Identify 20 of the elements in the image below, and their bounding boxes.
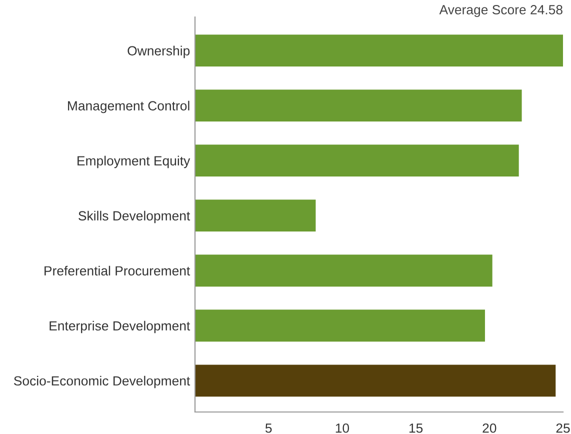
- bar: [195, 90, 522, 122]
- y-tick-label: Socio-Economic Development: [14, 376, 190, 388]
- bar: [195, 34, 563, 67]
- x-tick-label: 10: [336, 423, 350, 433]
- x-tick-label: 25: [556, 423, 570, 433]
- y-tick-label: Management Control: [68, 100, 190, 114]
- x-tick-label: 15: [409, 424, 423, 433]
- bar: [195, 364, 556, 397]
- y-tick-label: Employment Equity: [78, 156, 190, 168]
- y-tick-label: Skills Development: [78, 210, 190, 224]
- y-tick-label: Preferential Procurement: [44, 266, 190, 276]
- x-tick-label: 20: [482, 423, 496, 433]
- bar: [195, 254, 492, 287]
- bar: [195, 200, 316, 232]
- y-tick-label: Enterprise Development: [50, 320, 190, 334]
- bar: [195, 310, 485, 342]
- x-tick-label: 5: [265, 424, 272, 433]
- bar: [195, 144, 519, 177]
- y-tick-label: Ownership: [128, 46, 190, 58]
- annotation: Average Score 24.58: [439, 5, 562, 17]
